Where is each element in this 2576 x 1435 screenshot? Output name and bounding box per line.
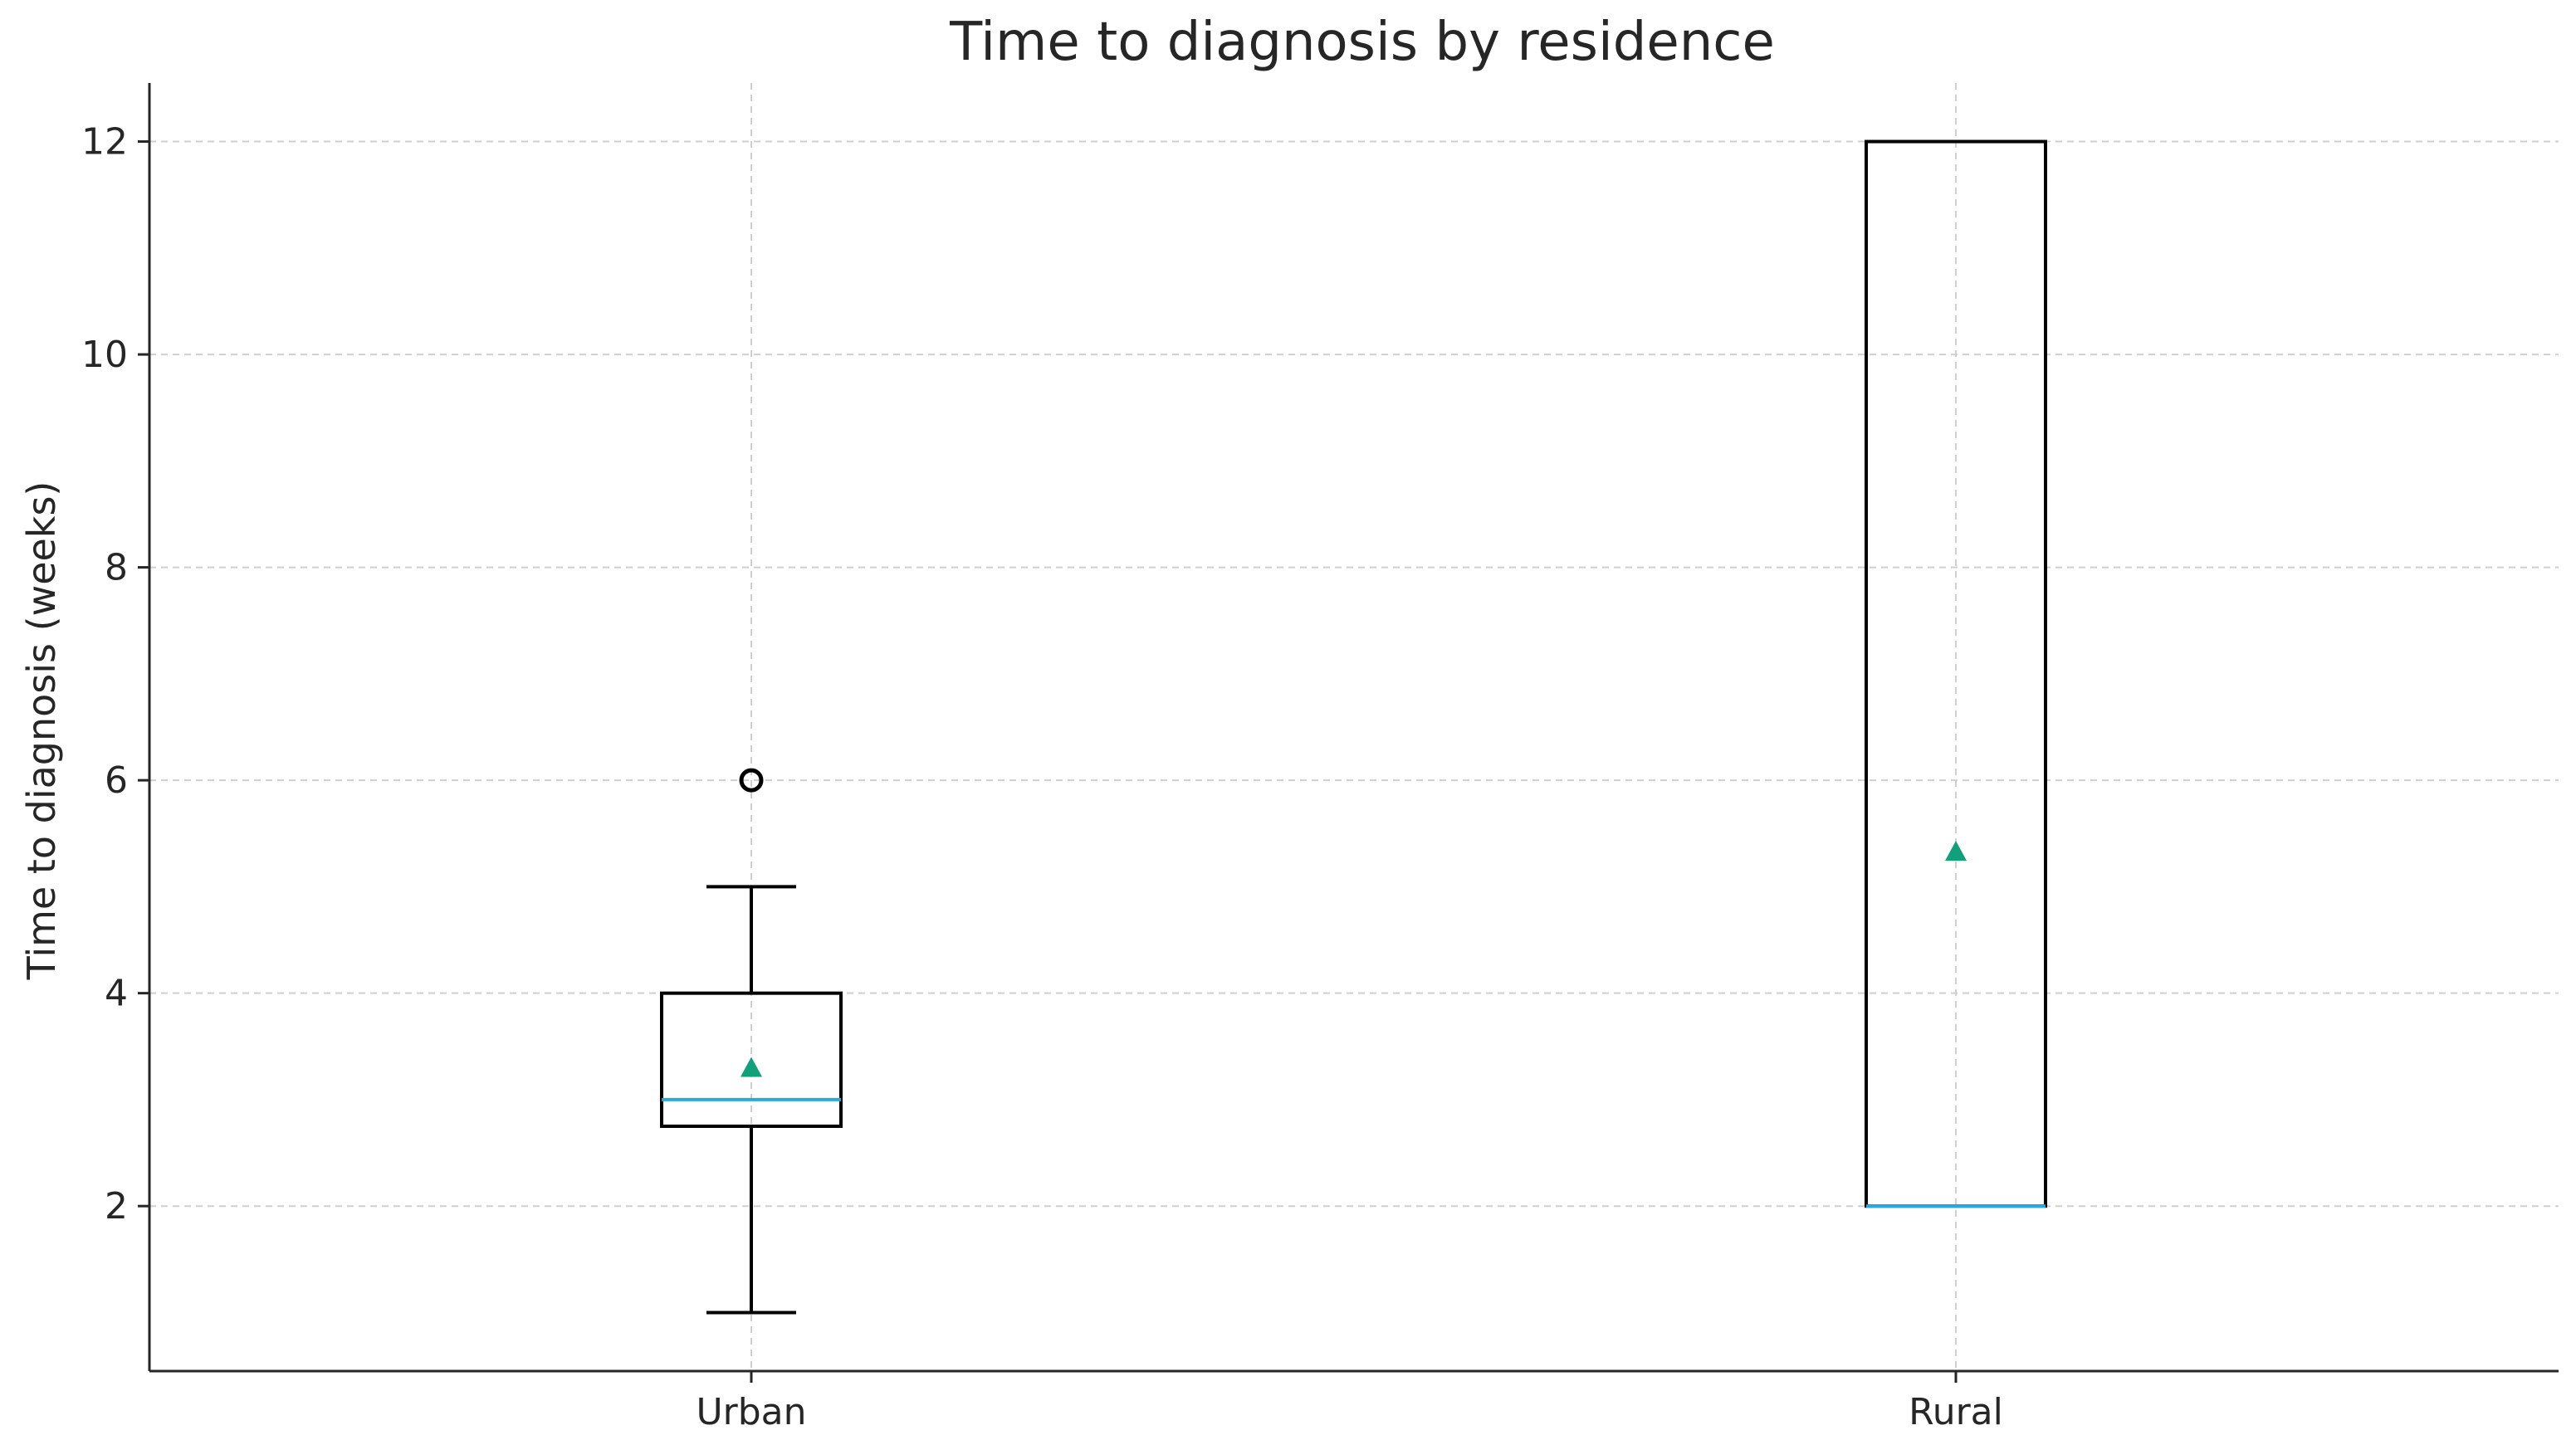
y-axis-label: Time to diagnosis (weeks) bbox=[19, 481, 64, 981]
axis-layer: 2 4 6 8 10 12 Urban Rural bbox=[81, 83, 2559, 1433]
box-rural bbox=[1865, 139, 2047, 1208]
x-tick-label-urban: Urban bbox=[696, 1391, 806, 1433]
outlier-point-urban bbox=[739, 768, 764, 793]
y-tick-label: 6 bbox=[105, 759, 128, 802]
y-tick-label: 8 bbox=[105, 547, 128, 589]
box-urban bbox=[660, 768, 843, 1315]
box-layer bbox=[660, 139, 2047, 1315]
iqr-box-rural bbox=[1865, 139, 2047, 1208]
mean-marker-rural bbox=[1945, 841, 1967, 861]
iqr-box-urban bbox=[660, 991, 843, 1128]
y-tick-label: 12 bbox=[81, 121, 128, 164]
y-tick-label: 10 bbox=[81, 334, 128, 376]
x-tick-label-rural: Rural bbox=[1909, 1391, 2003, 1433]
y-tick-label: 4 bbox=[105, 973, 128, 1015]
y-tick-label: 2 bbox=[105, 1185, 128, 1228]
mean-marker-urban bbox=[741, 1057, 762, 1077]
grid-layer bbox=[149, 83, 2559, 1371]
chart-title: Time to diagnosis by residence bbox=[949, 12, 1775, 73]
